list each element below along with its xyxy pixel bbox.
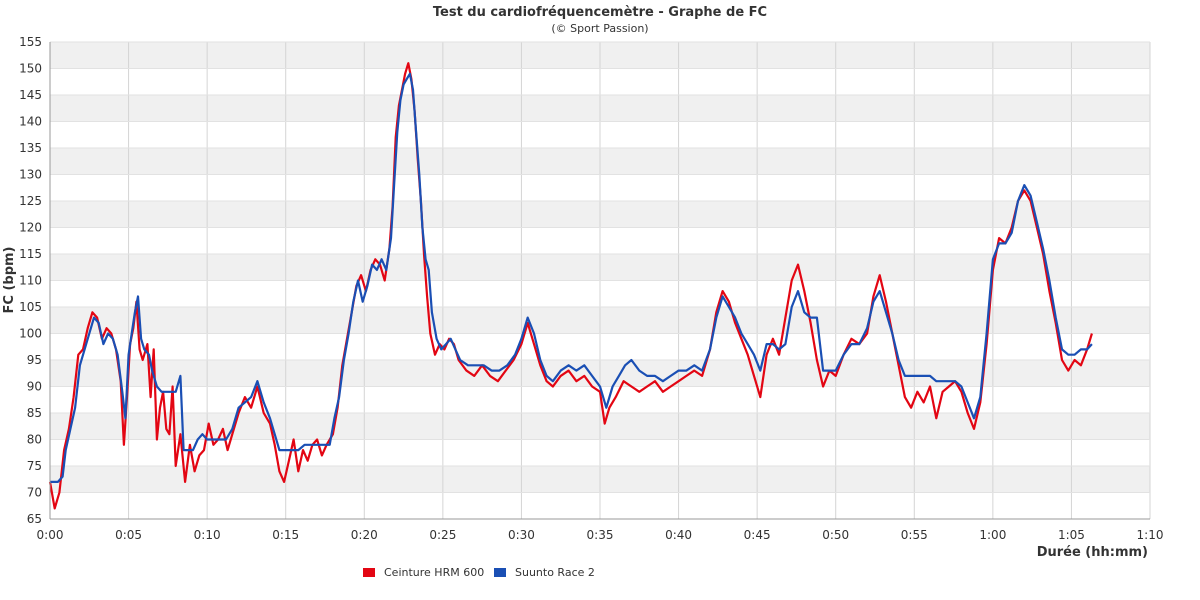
x-tick-label: 0:25 [429, 528, 456, 542]
x-tick-label: 1:10 [1137, 528, 1164, 542]
series-line [50, 72, 1093, 483]
x-tick-label: 0:50 [822, 528, 849, 542]
x-tick-label: 0:20 [351, 528, 378, 542]
y-tick-label: 110 [19, 274, 42, 288]
tick-labels: 0:00 0:05 0:10 0:15 0:20 0:25 0:30 0:35 0:40 0:45… [19, 35, 1163, 542]
legend: Ceinture HRM 600 Suunto Race 2 [363, 566, 595, 579]
x-tick-label: 0:35 [587, 528, 614, 542]
legend-swatch [494, 568, 506, 577]
legend-label: Suunto Race 2 [515, 566, 595, 579]
y-tick-label: 65 [27, 512, 42, 526]
y-tick-label: 150 [19, 62, 42, 76]
y-tick-label: 85 [27, 406, 42, 420]
y-tick-label: 100 [19, 327, 42, 341]
y-tick-label: 70 [27, 486, 42, 500]
legend-label: Ceinture HRM 600 [384, 566, 484, 579]
x-tick-label: 0:55 [901, 528, 928, 542]
y-tick-label: 105 [19, 300, 42, 314]
x-tick-label: 1:05 [1058, 528, 1085, 542]
x-tick-label: 1:00 [979, 528, 1006, 542]
y-tick-label: 140 [19, 115, 42, 129]
series-layer [48, 62, 1093, 510]
y-tick-label: 130 [19, 168, 42, 182]
x-tick-label: 0:30 [508, 528, 535, 542]
y-axis-label: FC (bpm) [2, 247, 17, 314]
x-tick-label: 0:45 [744, 528, 771, 542]
y-tick-label: 145 [19, 88, 42, 102]
y-tick-label: 125 [19, 194, 42, 208]
x-tick-label: 0:15 [272, 528, 299, 542]
y-tick-label: 135 [19, 141, 42, 155]
chart-subtitle: (© Sport Passion) [551, 22, 648, 35]
x-tick-label: 0:00 [37, 528, 64, 542]
y-tick-label: 120 [19, 221, 42, 235]
y-tick-label: 95 [27, 353, 42, 367]
x-axis-label: Durée (hh:mm) [1037, 545, 1148, 560]
chart-title: Test du cardiofréquencemètre - Graphe de… [433, 5, 767, 20]
legend-swatch [363, 568, 375, 577]
x-tick-label: 0:05 [115, 528, 142, 542]
axes [49, 42, 1150, 520]
y-tick-label: 75 [27, 459, 42, 473]
y-tick-label: 155 [19, 35, 42, 49]
y-tick-label: 80 [27, 433, 42, 447]
y-tick-label: 90 [27, 380, 42, 394]
y-tick-label: 115 [19, 247, 42, 261]
x-tick-label: 0:40 [665, 528, 692, 542]
x-tick-label: 0:10 [194, 528, 221, 542]
